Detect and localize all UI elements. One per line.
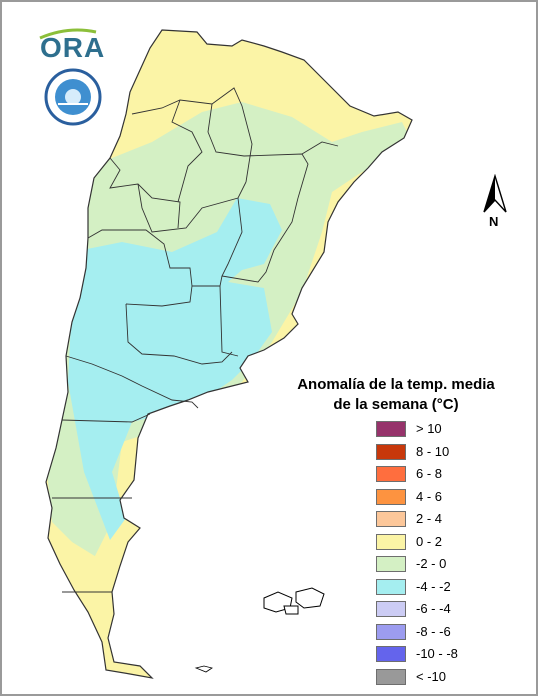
- smn-seal-icon: [44, 68, 102, 126]
- legend-label: -10 - -8: [416, 646, 458, 661]
- legend-swatch: [376, 578, 406, 595]
- legend-swatch: [376, 601, 406, 617]
- region-minus4-minus2: [68, 198, 282, 540]
- legend-swatch: [376, 421, 406, 437]
- ora-swoosh-icon: [39, 28, 97, 40]
- legend-label: 2 - 4: [416, 511, 443, 526]
- province-borders: [52, 87, 339, 593]
- falkland-islands: [263, 587, 325, 615]
- legend-title-line1: Anomalía de la temp. media: [297, 376, 495, 393]
- region-0-2-north-west: [162, 42, 187, 82]
- legend-label: -2 - 0: [416, 556, 447, 571]
- legend-label: 4 - 6: [416, 488, 443, 504]
- legend-swatch: [376, 466, 406, 482]
- legend-swatch: [376, 533, 406, 550]
- isla-estados: [194, 665, 213, 673]
- north-label: N: [489, 214, 499, 229]
- legend-label: 8 - 10: [416, 443, 450, 459]
- country-outline: [45, 29, 413, 679]
- legend-swatch: [376, 443, 406, 460]
- legend-label: -6 - -4: [416, 601, 451, 616]
- legend-swatch: [376, 488, 406, 505]
- north-arrow-icon: [483, 174, 507, 213]
- legend-swatch: [376, 623, 406, 640]
- legend-label: < -10: [416, 668, 446, 684]
- legend-label: 6 - 8: [416, 466, 443, 481]
- legend-label: 0 - 2: [416, 533, 443, 549]
- legend-swatch: [376, 646, 406, 662]
- legend-swatch: [376, 556, 406, 572]
- legend-label: -4 - -2: [416, 578, 451, 594]
- legend-swatch: [376, 511, 406, 527]
- legend-label: > 10: [416, 421, 442, 436]
- legend-label: -8 - -6: [416, 623, 451, 639]
- legend-swatch: [376, 668, 406, 685]
- legend-title-line2: de la semana (°C): [333, 396, 459, 413]
- ora-logo-text: ORA: [40, 32, 106, 63]
